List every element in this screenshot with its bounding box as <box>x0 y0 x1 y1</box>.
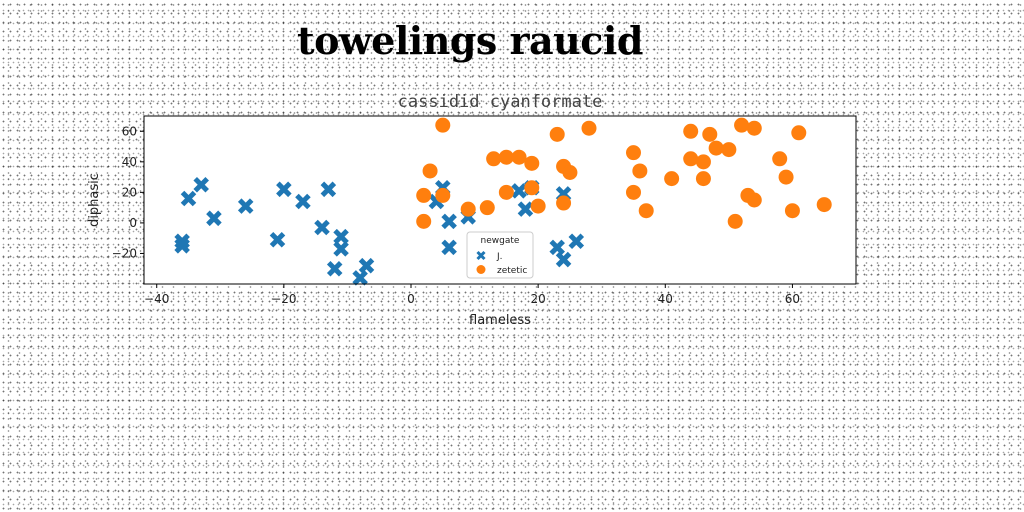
point-zetetic-39 <box>791 125 807 141</box>
point-zetetic-1 <box>416 213 432 229</box>
point-zetetic-14 <box>549 126 565 142</box>
point-zetetic-38 <box>784 203 800 219</box>
point-j-27 <box>568 233 585 250</box>
point-zetetic-31 <box>727 213 743 229</box>
point-zetetic-35 <box>746 192 762 208</box>
point-j-9 <box>314 219 330 236</box>
point-zetetic-27 <box>695 171 711 187</box>
legend-label-j: J. <box>496 252 503 262</box>
point-j-14 <box>352 270 368 286</box>
point-j-10 <box>320 181 337 198</box>
point-j-11 <box>326 260 343 277</box>
legend-label-zetetic: zetetic <box>497 266 527 276</box>
point-zetetic-37 <box>778 169 794 185</box>
point-zetetic-5 <box>460 201 476 217</box>
point-zetetic-28 <box>702 126 718 142</box>
x-tick-label-0: 0 <box>407 292 415 306</box>
point-zetetic-11 <box>524 180 540 196</box>
point-zetetic-26 <box>695 154 711 170</box>
plot-frame <box>143 115 857 285</box>
point-zetetic-9 <box>498 184 514 200</box>
point-zetetic-30 <box>721 142 737 158</box>
point-zetetic-17 <box>562 165 578 181</box>
y-tick-label-40: 40 <box>122 155 137 169</box>
point-zetetic-18 <box>581 120 597 136</box>
point-j-12 <box>333 241 349 257</box>
point-j-8 <box>295 193 311 210</box>
point-j-18 <box>441 213 457 230</box>
point-zetetic-25 <box>683 151 699 167</box>
point-zetetic-15 <box>556 195 572 211</box>
point-zetetic-3 <box>435 187 451 203</box>
point-zetetic-21 <box>632 163 648 179</box>
y-axis-label: diphasic <box>87 173 102 227</box>
y-tick-label-0: 0 <box>129 216 137 230</box>
y-axis-ticks: −20 0 20 40 60 <box>112 124 144 260</box>
point-zetetic-6 <box>479 200 495 216</box>
point-zetetic-8 <box>498 149 514 165</box>
chart-subtitle: cassidid cyanformate <box>398 92 603 112</box>
point-zetetic-34 <box>746 120 762 136</box>
point-zetetic-29 <box>708 140 724 156</box>
legend-marker-zetetic <box>476 265 486 274</box>
point-j-2 <box>180 190 197 207</box>
x-tick-label--20: −20 <box>271 292 296 306</box>
point-j-21 <box>511 183 527 199</box>
point-j-26 <box>555 251 572 268</box>
point-zetetic-19 <box>626 145 641 161</box>
point-zetetic-24 <box>683 123 699 139</box>
point-zetetic-23 <box>664 171 680 187</box>
x-tick-label--40: −40 <box>144 292 169 306</box>
point-zetetic-10 <box>511 149 527 165</box>
point-zetetic-12 <box>524 155 540 171</box>
y-tick-label-60: 60 <box>122 124 137 138</box>
x-axis-label: flameless <box>469 313 531 328</box>
point-zetetic-40 <box>816 197 832 213</box>
legend: newgate J. zetetic <box>466 231 534 279</box>
point-j-3 <box>193 176 209 193</box>
point-j-1 <box>174 238 190 254</box>
point-zetetic-36 <box>772 151 788 167</box>
point-zetetic-4 <box>435 117 451 133</box>
point-zetetic-22 <box>638 203 654 219</box>
chart-title: towelings raucid <box>297 18 643 63</box>
point-j-4 <box>206 210 222 227</box>
point-zetetic-7 <box>486 151 502 167</box>
x-axis-ticks: −40 −20 0 20 40 60 <box>144 284 800 306</box>
y-tick-label--20: −20 <box>112 246 137 260</box>
point-j-22 <box>517 201 534 217</box>
point-zetetic-20 <box>626 184 641 200</box>
point-j-7 <box>276 181 292 198</box>
point-j-19 <box>441 239 457 256</box>
point-zetetic-0 <box>416 187 432 203</box>
x-tick-label-40: 40 <box>658 292 673 306</box>
x-tick-label-60: 60 <box>785 292 800 306</box>
point-zetetic-32 <box>734 117 750 133</box>
point-zetetic-2 <box>422 163 438 179</box>
point-zetetic-13 <box>530 198 546 214</box>
data-markers <box>174 117 832 286</box>
point-j-6 <box>269 231 286 248</box>
point-j-5 <box>237 198 254 214</box>
x-tick-label-20: 20 <box>531 292 546 306</box>
point-j-15 <box>358 257 375 274</box>
y-tick-label-20: 20 <box>122 185 137 199</box>
legend-title: newgate <box>481 236 520 246</box>
point-j-13 <box>333 228 349 245</box>
point-j-24 <box>549 239 565 256</box>
legend-marker-j <box>476 250 486 261</box>
